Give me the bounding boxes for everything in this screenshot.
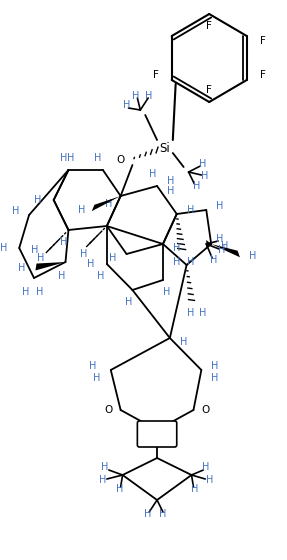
Text: H: H: [123, 100, 130, 110]
Text: H: H: [216, 234, 224, 244]
Text: H: H: [216, 201, 224, 211]
Text: H: H: [34, 195, 42, 205]
Text: O: O: [117, 155, 125, 165]
Text: H: H: [77, 205, 85, 215]
Text: H: H: [199, 308, 206, 318]
Text: H: H: [212, 361, 219, 371]
Text: H: H: [201, 462, 209, 472]
Text: H: H: [187, 308, 194, 318]
Text: H: H: [180, 337, 187, 347]
Text: H: H: [37, 253, 44, 263]
Text: H: H: [125, 297, 132, 307]
Text: H: H: [201, 171, 208, 181]
Text: H: H: [199, 159, 206, 169]
Text: H: H: [212, 373, 219, 383]
Text: H: H: [88, 259, 95, 269]
Text: H: H: [11, 206, 19, 216]
Text: H: H: [58, 271, 65, 281]
Text: H: H: [159, 509, 167, 519]
Text: H: H: [79, 249, 87, 259]
Text: H: H: [94, 153, 102, 163]
Polygon shape: [35, 262, 65, 270]
Text: H: H: [116, 484, 123, 494]
FancyBboxPatch shape: [137, 421, 177, 447]
Text: H: H: [163, 287, 170, 297]
Text: H: H: [67, 153, 74, 163]
Text: H: H: [36, 287, 44, 297]
Polygon shape: [92, 196, 121, 211]
Text: H: H: [97, 271, 105, 281]
Text: H: H: [101, 462, 108, 472]
Text: Si: Si: [152, 425, 162, 435]
Text: H: H: [150, 169, 157, 179]
Text: H: H: [60, 237, 67, 247]
Text: H: H: [22, 287, 30, 297]
Text: H: H: [167, 176, 174, 186]
Text: H: H: [93, 373, 101, 383]
Text: H: H: [187, 257, 194, 267]
Text: H: H: [205, 475, 213, 485]
Text: H: H: [210, 255, 218, 265]
Text: F: F: [206, 21, 212, 31]
Text: H: H: [109, 253, 117, 263]
Text: H: H: [0, 243, 7, 253]
Text: H: H: [221, 241, 229, 251]
Text: H: H: [167, 186, 174, 196]
Text: O: O: [105, 405, 113, 415]
Polygon shape: [206, 240, 211, 248]
Polygon shape: [211, 244, 240, 257]
Text: H: H: [60, 153, 67, 163]
Text: H: H: [218, 245, 226, 255]
Text: H: H: [132, 91, 139, 101]
Text: H: H: [249, 251, 256, 261]
Text: Si: Si: [160, 142, 170, 155]
Text: H: H: [99, 475, 106, 485]
Text: H: H: [193, 181, 200, 191]
Text: H: H: [191, 484, 198, 494]
Text: H: H: [187, 205, 194, 215]
Text: F: F: [153, 70, 159, 80]
Text: F: F: [259, 70, 265, 80]
Text: O: O: [201, 405, 210, 415]
Text: H: H: [144, 509, 151, 519]
Text: H: H: [173, 257, 181, 267]
Text: F: F: [259, 36, 265, 46]
Text: H: H: [89, 361, 97, 371]
Text: H: H: [105, 199, 113, 209]
Text: H: H: [31, 245, 39, 255]
Text: H: H: [145, 91, 152, 101]
Text: F: F: [206, 85, 212, 95]
Text: H: H: [18, 263, 26, 273]
Text: H: H: [173, 243, 181, 253]
